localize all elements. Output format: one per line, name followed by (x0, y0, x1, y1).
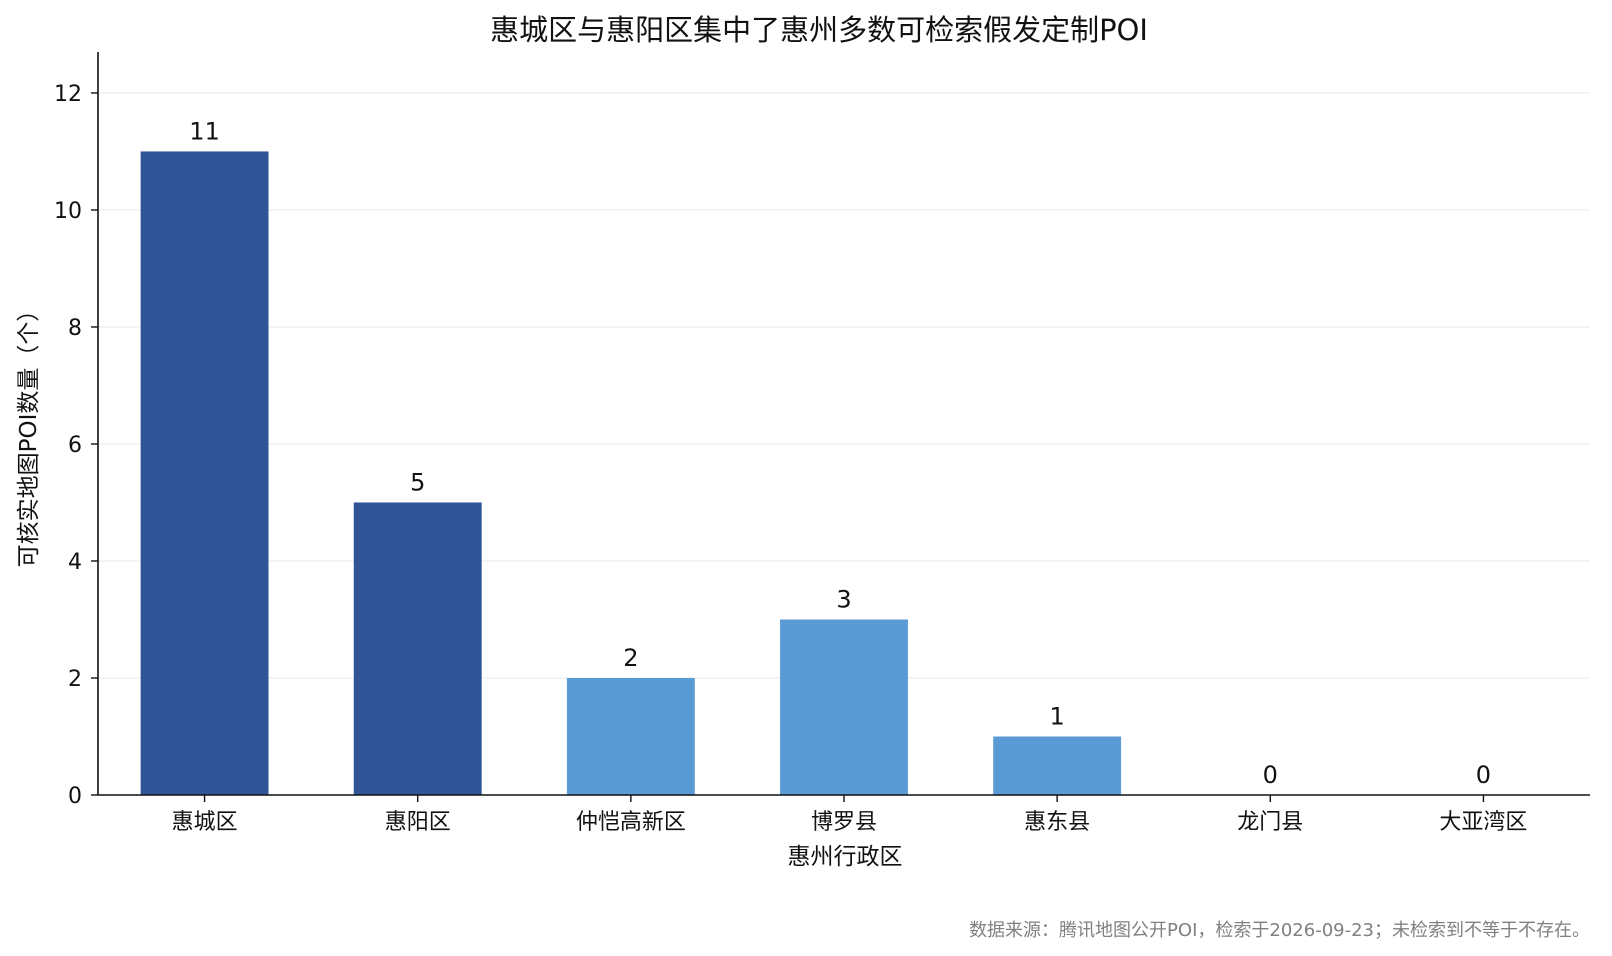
grid-layer (98, 92, 1590, 679)
data-labels-layer: 11 5 2 3 1 0 0 (189, 117, 1491, 789)
x-tick-label: 仲恺高新区 (576, 810, 686, 835)
data-label: 5 (410, 468, 425, 496)
x-axis-label: 惠州行政区 (788, 844, 903, 870)
data-label: 1 (1050, 702, 1065, 730)
chart-title: 惠城区与惠阳区集中了惠州多数可检索假发定制POI (490, 13, 1148, 47)
bar (566, 677, 695, 795)
x-tick-label: 博罗县 (811, 810, 877, 835)
data-label: 3 (836, 585, 851, 613)
bar (353, 502, 482, 795)
y-ticks-layer: 0 2 4 6 8 10 12 (54, 82, 98, 809)
x-tick-label: 大亚湾区 (1439, 810, 1527, 835)
x-ticks-layer: 惠城区 惠阳区 仲恺高新区 博罗县 惠东县 龙门县 大亚湾区 (172, 795, 1527, 835)
y-axis-label: 可核实地图POI数量（个） (16, 299, 42, 568)
y-tick-label: 10 (54, 199, 82, 224)
y-tick-label: 6 (68, 433, 82, 458)
data-label: 0 (1476, 761, 1491, 789)
x-tick-label: 龙门县 (1237, 810, 1303, 835)
y-tick-label: 0 (68, 784, 82, 809)
y-tick-label: 12 (54, 82, 82, 107)
x-tick-label: 惠东县 (1024, 810, 1090, 835)
y-tick-label: 8 (68, 316, 82, 341)
y-tick-label: 2 (68, 667, 82, 692)
bar (780, 619, 908, 795)
source-note: 数据来源：腾讯地图公开POI，检索于2026-09-23；未检索到不等于不存在。 (969, 920, 1590, 941)
bar (993, 736, 1122, 795)
bars-layer (140, 151, 1122, 796)
bar (140, 151, 269, 796)
x-tick-label: 惠城区 (172, 810, 238, 835)
data-label: 0 (1263, 761, 1278, 789)
y-tick-label: 4 (68, 550, 82, 575)
x-tick-label: 惠阳区 (385, 810, 451, 835)
data-label: 11 (189, 117, 220, 145)
data-label: 2 (623, 644, 638, 672)
